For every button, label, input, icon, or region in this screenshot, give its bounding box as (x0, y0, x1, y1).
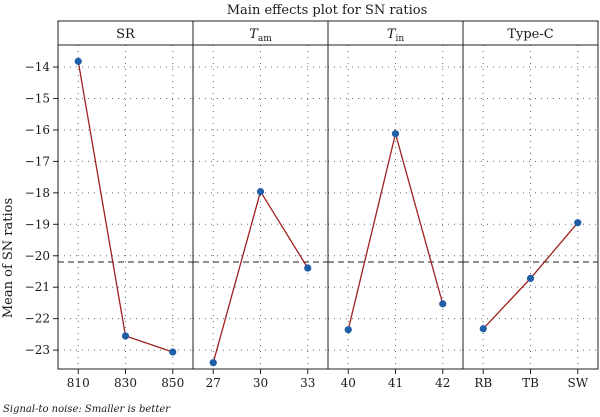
y-tick-label: −19 (25, 217, 50, 231)
panel-title-main: Type-C (507, 27, 553, 42)
x-tick-label: 830 (114, 376, 137, 390)
data-point (121, 332, 130, 340)
footnote: Signal-to noise: Smaller is better (3, 404, 171, 415)
data-point (304, 264, 312, 272)
data-point (526, 274, 535, 283)
y-tick-label: −21 (25, 280, 50, 294)
data-point (74, 57, 82, 65)
y-tick-label: −14 (25, 60, 51, 74)
y-tick-label: −18 (25, 186, 50, 200)
panel-title-subscript: am (258, 34, 272, 44)
x-tick-label: 810 (67, 376, 90, 390)
panel-title-subscript: in (395, 34, 404, 44)
series-line (77, 61, 173, 353)
y-tick-label: −23 (25, 343, 50, 357)
panel-title-main: T (249, 27, 259, 42)
x-tick-label: 33 (300, 376, 315, 390)
x-tick-label: 40 (341, 376, 356, 390)
panel-3: Type-C RB TB SW (462, 20, 599, 390)
y-tick-label: −16 (25, 123, 50, 137)
y-axis: −14 −15 −16 −17 −18 −19 −20 −21 −22 −23 (25, 60, 58, 357)
y-tick-label: −17 (25, 154, 50, 168)
x-tick-label: SW (567, 376, 588, 390)
panel-title: SR (116, 27, 136, 42)
x-tick-label: 30 (253, 376, 268, 390)
series-line (212, 189, 309, 363)
panel-title-main: T (387, 27, 397, 42)
y-axis-label: Mean of SN ratios (1, 198, 16, 318)
panel-0: SR 810 830 850 (57, 20, 194, 390)
chart-title: Main effects plot for SN ratios (227, 3, 428, 18)
x-tick-label: TB (522, 376, 539, 390)
x-tick-label: 27 (206, 376, 221, 390)
panel-1: Tam 27 30 33 (192, 20, 329, 390)
x-tick-label: 41 (388, 376, 403, 390)
data-point (169, 348, 177, 356)
data-point (439, 300, 447, 308)
panel-title: Type-C (507, 27, 553, 42)
data-point (479, 325, 487, 333)
data-point (344, 326, 352, 334)
panel-2: Tin 40 41 42 (327, 20, 464, 390)
x-tick-label: RB (474, 376, 492, 390)
panel-title: Tin (387, 27, 405, 44)
panel-title: Tam (249, 27, 272, 44)
x-tick-label: 850 (161, 376, 184, 390)
y-tick-label: −22 (25, 312, 50, 326)
data-point (391, 130, 400, 138)
x-tick-label: 42 (435, 376, 450, 390)
y-tick-label: −15 (25, 91, 50, 105)
panel-title-main: SR (116, 27, 136, 42)
data-point (209, 359, 217, 367)
y-tick-label: −20 (25, 249, 50, 263)
data-point (574, 219, 582, 227)
data-point (256, 187, 265, 196)
panels: SR 810 830 850 Tam 27 30 33 Tin 40 41 42 Type-C RB TB S… (57, 20, 599, 390)
